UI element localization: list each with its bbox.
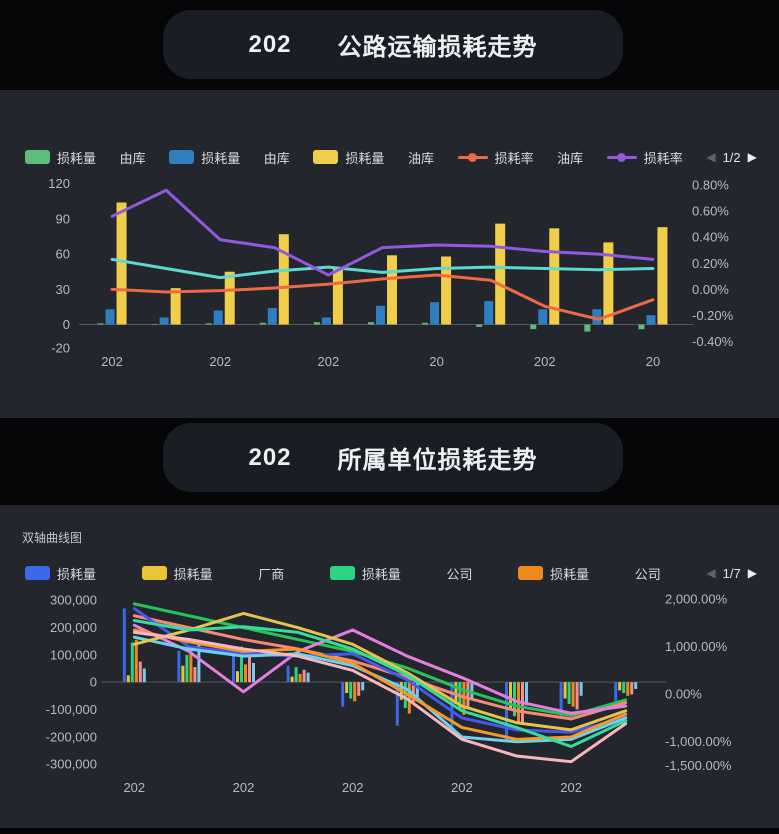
legend-label: 损耗量 [201,150,241,166]
legend-clipped-name-text: 公司 [634,566,661,582]
legend-item-bar[interactable]: 损耗量 [25,564,96,583]
legend-swatch-icon [141,566,167,580]
legend-clipped-name-text: 公司 [446,566,473,582]
pager-next-icon[interactable]: ▶ [747,150,757,164]
road-transport-panel [0,90,779,418]
legend-clipped-name-text: 由库 [119,150,146,166]
unit-loss-legend: 损耗量 损耗量 厂商 损耗量 公司 损耗量 公司 ◀ 1/7 ▶ [25,563,757,583]
unit-loss-title: 202 所属单位损耗走势 [163,423,623,492]
legend-label: 损耗量 [361,566,401,582]
pager-prev-icon[interactable]: ◀ [706,150,716,164]
title-year-prefix: 202 [248,30,292,58]
legend-clipped-name-text: 厂商 [258,566,285,582]
legend-item-bar[interactable]: 损耗量 [169,148,240,167]
legend-clipped-name-text: 油库 [557,150,584,166]
pager-page-indicator: 1/7 [722,565,741,581]
legend-label: 损耗率 [643,150,683,166]
legend-swatch-icon [329,566,355,580]
legend-line-swatch-icon [457,150,488,164]
title-text: 所属单位损耗走势 [337,447,538,474]
legend-item-line[interactable]: 损耗率 [606,148,683,167]
legend-line-swatch-icon [606,150,637,164]
legend-pager: ◀ 1/2 ▶ [706,150,757,165]
legend-swatch-icon [169,150,195,164]
pager-page-indicator: 1/2 [722,149,741,165]
legend-label: 损耗率 [494,150,534,166]
legend-label: 损耗量 [57,566,97,582]
pager-prev-icon[interactable]: ◀ [706,566,716,580]
legend-swatch-icon [313,150,339,164]
legend-label: 损耗量 [345,150,385,166]
legend-item-bar[interactable]: 损耗量 [313,148,384,167]
unit-loss-panel [0,505,779,828]
dual-axis-chart-label: 双轴曲线图 [22,531,83,545]
legend-item-bar[interactable]: 损耗量 [518,564,589,583]
legend-pager: ◀ 1/7 ▶ [706,566,757,581]
pager-next-icon[interactable]: ▶ [747,566,757,580]
legend-clipped-name-text: 油库 [407,150,434,166]
road-transport-legend: 损耗量 由库 损耗量 由库 损耗量 油库 损耗率 油库 损耗率 ◀ 1/2 ▶ [25,147,757,167]
legend-item-bar[interactable]: 损耗量 [329,564,401,583]
legend-swatch-icon [25,566,50,580]
title-year-prefix: 202 [248,443,292,471]
legend-label: 损耗量 [550,566,590,582]
legend-swatch-icon [518,566,544,580]
legend-item-line[interactable]: 损耗率 [457,148,534,167]
legend-item-bar[interactable]: 损耗量 [141,564,213,583]
legend-label: 损耗量 [57,150,97,166]
legend-item-bar[interactable]: 损耗量 [25,148,96,167]
legend-swatch-icon [25,150,50,164]
title-text: 公路运输损耗走势 [337,34,538,61]
road-transport-title: 202 公路运输损耗走势 [163,10,623,79]
legend-clipped-name-text: 由库 [263,150,290,166]
legend-label: 损耗量 [173,566,213,582]
